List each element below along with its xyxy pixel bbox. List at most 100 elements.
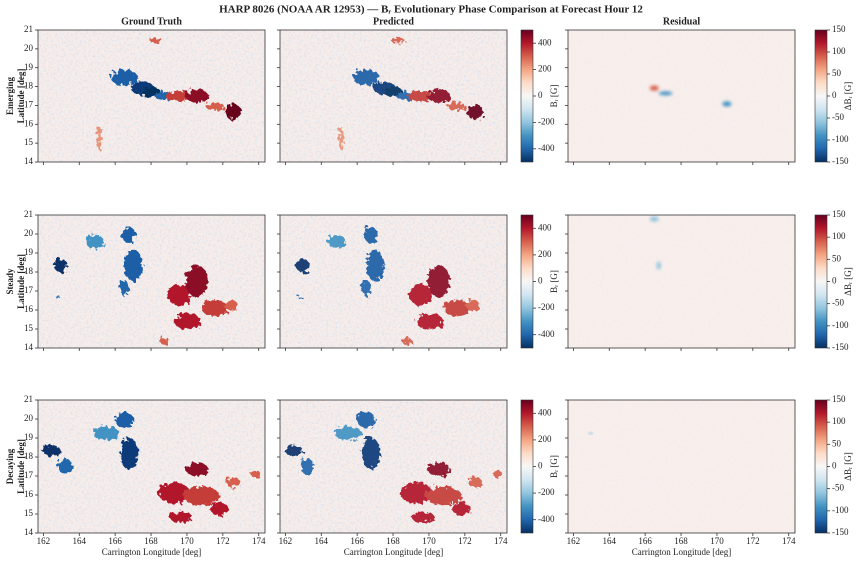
feature	[119, 437, 138, 470]
colorbar	[520, 399, 534, 534]
x-tick-label: 168	[386, 536, 400, 546]
magnetic-features	[53, 226, 238, 346]
panel-frame	[37, 214, 266, 349]
y-tick-label: 21	[24, 394, 33, 404]
x-tick-label: 166	[350, 536, 364, 546]
feature	[722, 101, 732, 107]
feature	[656, 261, 662, 270]
colorbar-tick-label: 100	[832, 231, 846, 241]
colorbar-tick-label: 400	[538, 37, 552, 47]
feature	[357, 411, 376, 428]
feature	[205, 102, 225, 111]
colorbar-tick-label: 50	[832, 438, 842, 448]
noise-texture	[568, 30, 795, 162]
feature	[411, 511, 435, 523]
image-panel	[568, 30, 795, 162]
colorbar-tick-label: 0	[538, 461, 543, 471]
colorbar-tick-label: 150	[832, 209, 846, 219]
column-title: Predicted	[373, 16, 414, 27]
colorbar-tick-label: 100	[832, 46, 846, 56]
feature	[339, 126, 344, 151]
noise-texture	[38, 215, 265, 348]
magnetic-features	[588, 431, 593, 435]
title: HARP 8026 (NOAA AR 12953) — Bᵣ Evolution…	[219, 4, 643, 16]
y-tick-label: 20	[24, 228, 34, 238]
colorbar-tick-label: 0	[832, 276, 837, 286]
panel-frame	[37, 29, 266, 163]
panel-frame	[279, 214, 508, 349]
feature	[467, 103, 484, 120]
feature	[443, 300, 471, 317]
magnetic-features	[97, 37, 242, 151]
x-tick-label: 166	[108, 536, 122, 546]
y-tick-label: 18	[24, 266, 34, 276]
y-tick-label: 17	[24, 470, 34, 480]
y-tick-label: 19	[24, 432, 34, 442]
x-tick-label: 164	[603, 536, 617, 546]
x-tick-label: 174	[252, 536, 266, 546]
column-title: Residual	[663, 16, 700, 27]
colorbar-tick-label: 200	[538, 249, 552, 259]
feature	[327, 234, 346, 249]
feature	[226, 477, 241, 488]
feature	[588, 431, 593, 435]
feature	[468, 477, 483, 488]
feature	[225, 103, 242, 120]
feature	[185, 462, 209, 476]
feature	[649, 216, 659, 222]
feature	[185, 89, 209, 103]
feature	[334, 426, 362, 440]
colorbar-tick-label: 0	[538, 90, 543, 100]
y-tick-label: 14	[24, 342, 34, 352]
image-panel	[568, 400, 795, 533]
x-axis-label: Carrington Longitude [deg]	[344, 547, 443, 557]
y-tick-label: 18	[24, 451, 34, 461]
magnetic-features	[295, 226, 480, 346]
colorbar-tick-label: -150	[832, 156, 849, 166]
feature	[53, 258, 68, 273]
feature	[466, 300, 480, 311]
panel-frame	[279, 399, 508, 534]
feature	[391, 37, 405, 44]
noise-texture	[568, 215, 795, 348]
feature	[149, 37, 163, 44]
feature	[649, 85, 659, 91]
feature	[251, 470, 261, 479]
panel-frame	[567, 399, 796, 534]
feature	[300, 458, 315, 475]
feature	[210, 502, 229, 516]
feature	[361, 437, 380, 470]
y-axis-label: Latitude [deg]	[16, 254, 26, 309]
feature	[97, 126, 102, 151]
image-panel	[38, 400, 265, 533]
feature	[185, 265, 209, 298]
feature	[402, 337, 412, 346]
feature	[119, 280, 129, 297]
colorbar-tick-label: -200	[538, 302, 555, 312]
x-tick-label: 162	[279, 536, 293, 546]
colorbar-tick-label: 50	[832, 253, 842, 263]
y-tick-label: 18	[24, 81, 34, 91]
colorbar-tick-label: 400	[538, 407, 552, 417]
feature	[407, 90, 435, 102]
y-tick-label: 15	[24, 323, 34, 333]
panel-frame	[567, 29, 796, 163]
x-tick-label: 166	[638, 536, 652, 546]
feature	[167, 284, 191, 306]
magnetic-features	[649, 85, 732, 107]
colorbar	[814, 29, 828, 163]
noise-texture	[280, 215, 507, 348]
x-tick-label: 162	[37, 536, 51, 546]
x-axis-label: Carrington Longitude [deg]	[102, 547, 201, 557]
x-tick-label: 174	[494, 536, 508, 546]
row-label: Emerging	[5, 77, 15, 115]
y-axis-label: Latitude [deg]	[16, 439, 26, 494]
feature	[85, 234, 104, 249]
feature	[361, 280, 371, 297]
feature	[124, 249, 143, 282]
feature	[160, 337, 170, 346]
image-panel	[280, 215, 507, 348]
colorbar-tick-label: 400	[538, 222, 552, 232]
feature	[58, 458, 73, 475]
